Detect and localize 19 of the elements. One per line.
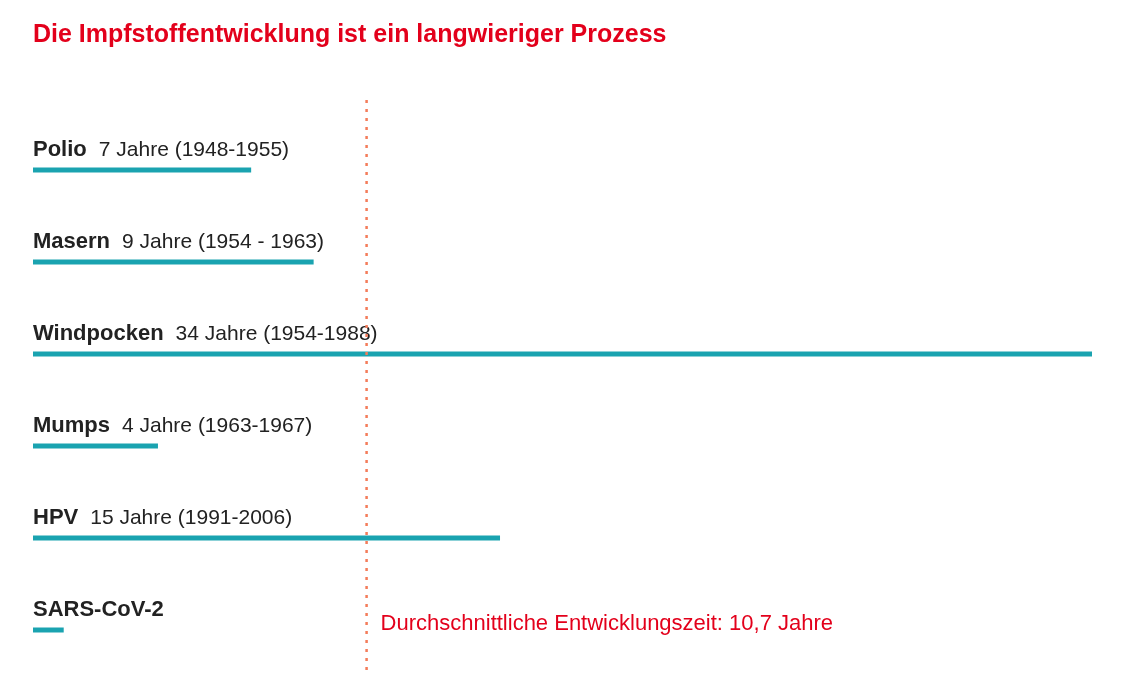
bar [33,351,1092,357]
annotation: 34 Jahre (1954-1988) [175,321,378,344]
y-tick-label: Polio [33,136,87,161]
annotation: Durchschnittliche Entwicklungszeit: 10,7 Jahre [380,610,834,635]
y-tick-label: SARS-CoV-2 [33,596,164,621]
y-tick-label: HPV [33,504,79,529]
bar [33,167,252,173]
annotation: 4 Jahre (1963-1967) [122,413,313,436]
y-tick-label: Windpocken [33,320,164,345]
y-tick-label: Mumps [33,412,110,437]
chart-title: Die Impfstoffentwicklung ist ein langwieriger Prozess [33,18,667,47]
bar [33,535,501,541]
annotation: 9 Jahre (1954 - 1963) [122,229,324,252]
bar [33,443,158,449]
bar [33,627,64,633]
y-tick-label: Masern [33,228,111,253]
annotation: 7 Jahre (1948-1955) [98,137,290,160]
bar [33,259,314,265]
annotation: 15 Jahre (1991-2006) [90,505,293,528]
